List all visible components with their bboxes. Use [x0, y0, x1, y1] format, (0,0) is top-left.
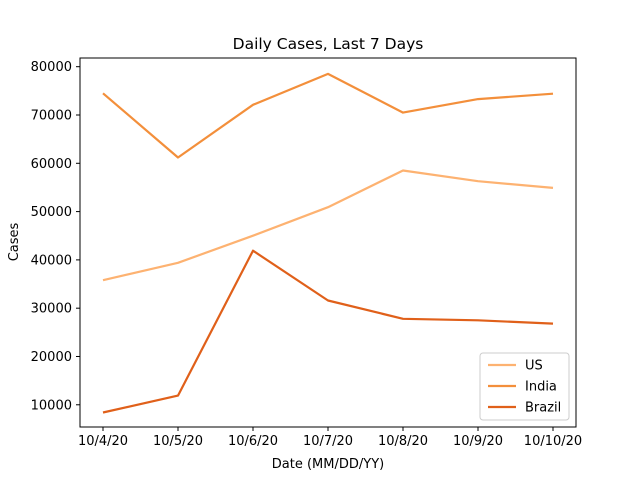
- legend-label-us: US: [525, 359, 543, 374]
- x-tick-label: 10/9/20: [453, 434, 503, 449]
- y-tick-label: 20000: [31, 350, 72, 365]
- series-line-brazil: [102, 249, 554, 414]
- y-tick-label: 80000: [31, 60, 72, 75]
- y-axis-label: Cases: [7, 222, 22, 261]
- chart-title: Daily Cases, Last 7 Days: [233, 35, 424, 53]
- y-tick-label: 70000: [31, 108, 72, 123]
- series-line-us: [102, 169, 554, 282]
- x-tick-label: 10/8/20: [378, 434, 428, 449]
- y-tick-label: 60000: [31, 157, 72, 172]
- legend: US India Brazil: [479, 352, 570, 421]
- legend-label-brazil: Brazil: [525, 401, 561, 416]
- x-tick-label: 10/7/20: [303, 434, 353, 449]
- x-tick-label: 10/10/20: [524, 434, 582, 449]
- plot-area: 10/4/20 10/5/20 10/6/20 10/7/20 10/8/20 10/9/…: [31, 60, 583, 449]
- legend-box: [479, 352, 570, 421]
- y-tick-label: 30000: [31, 302, 72, 317]
- y-tick-label: 40000: [31, 253, 72, 268]
- plot-frame: [79, 57, 577, 428]
- series-line-india: [102, 72, 554, 159]
- y-tick-label: 50000: [31, 205, 72, 220]
- legend-label-india: India: [525, 380, 557, 395]
- y-tick-label: 10000: [31, 398, 72, 413]
- x-axis-label: Date (MM/DD/YY): [272, 457, 384, 472]
- x-tick-label: 10/5/20: [153, 434, 203, 449]
- x-tick-label: 10/6/20: [228, 434, 278, 449]
- x-tick-label: 10/4/20: [78, 434, 128, 449]
